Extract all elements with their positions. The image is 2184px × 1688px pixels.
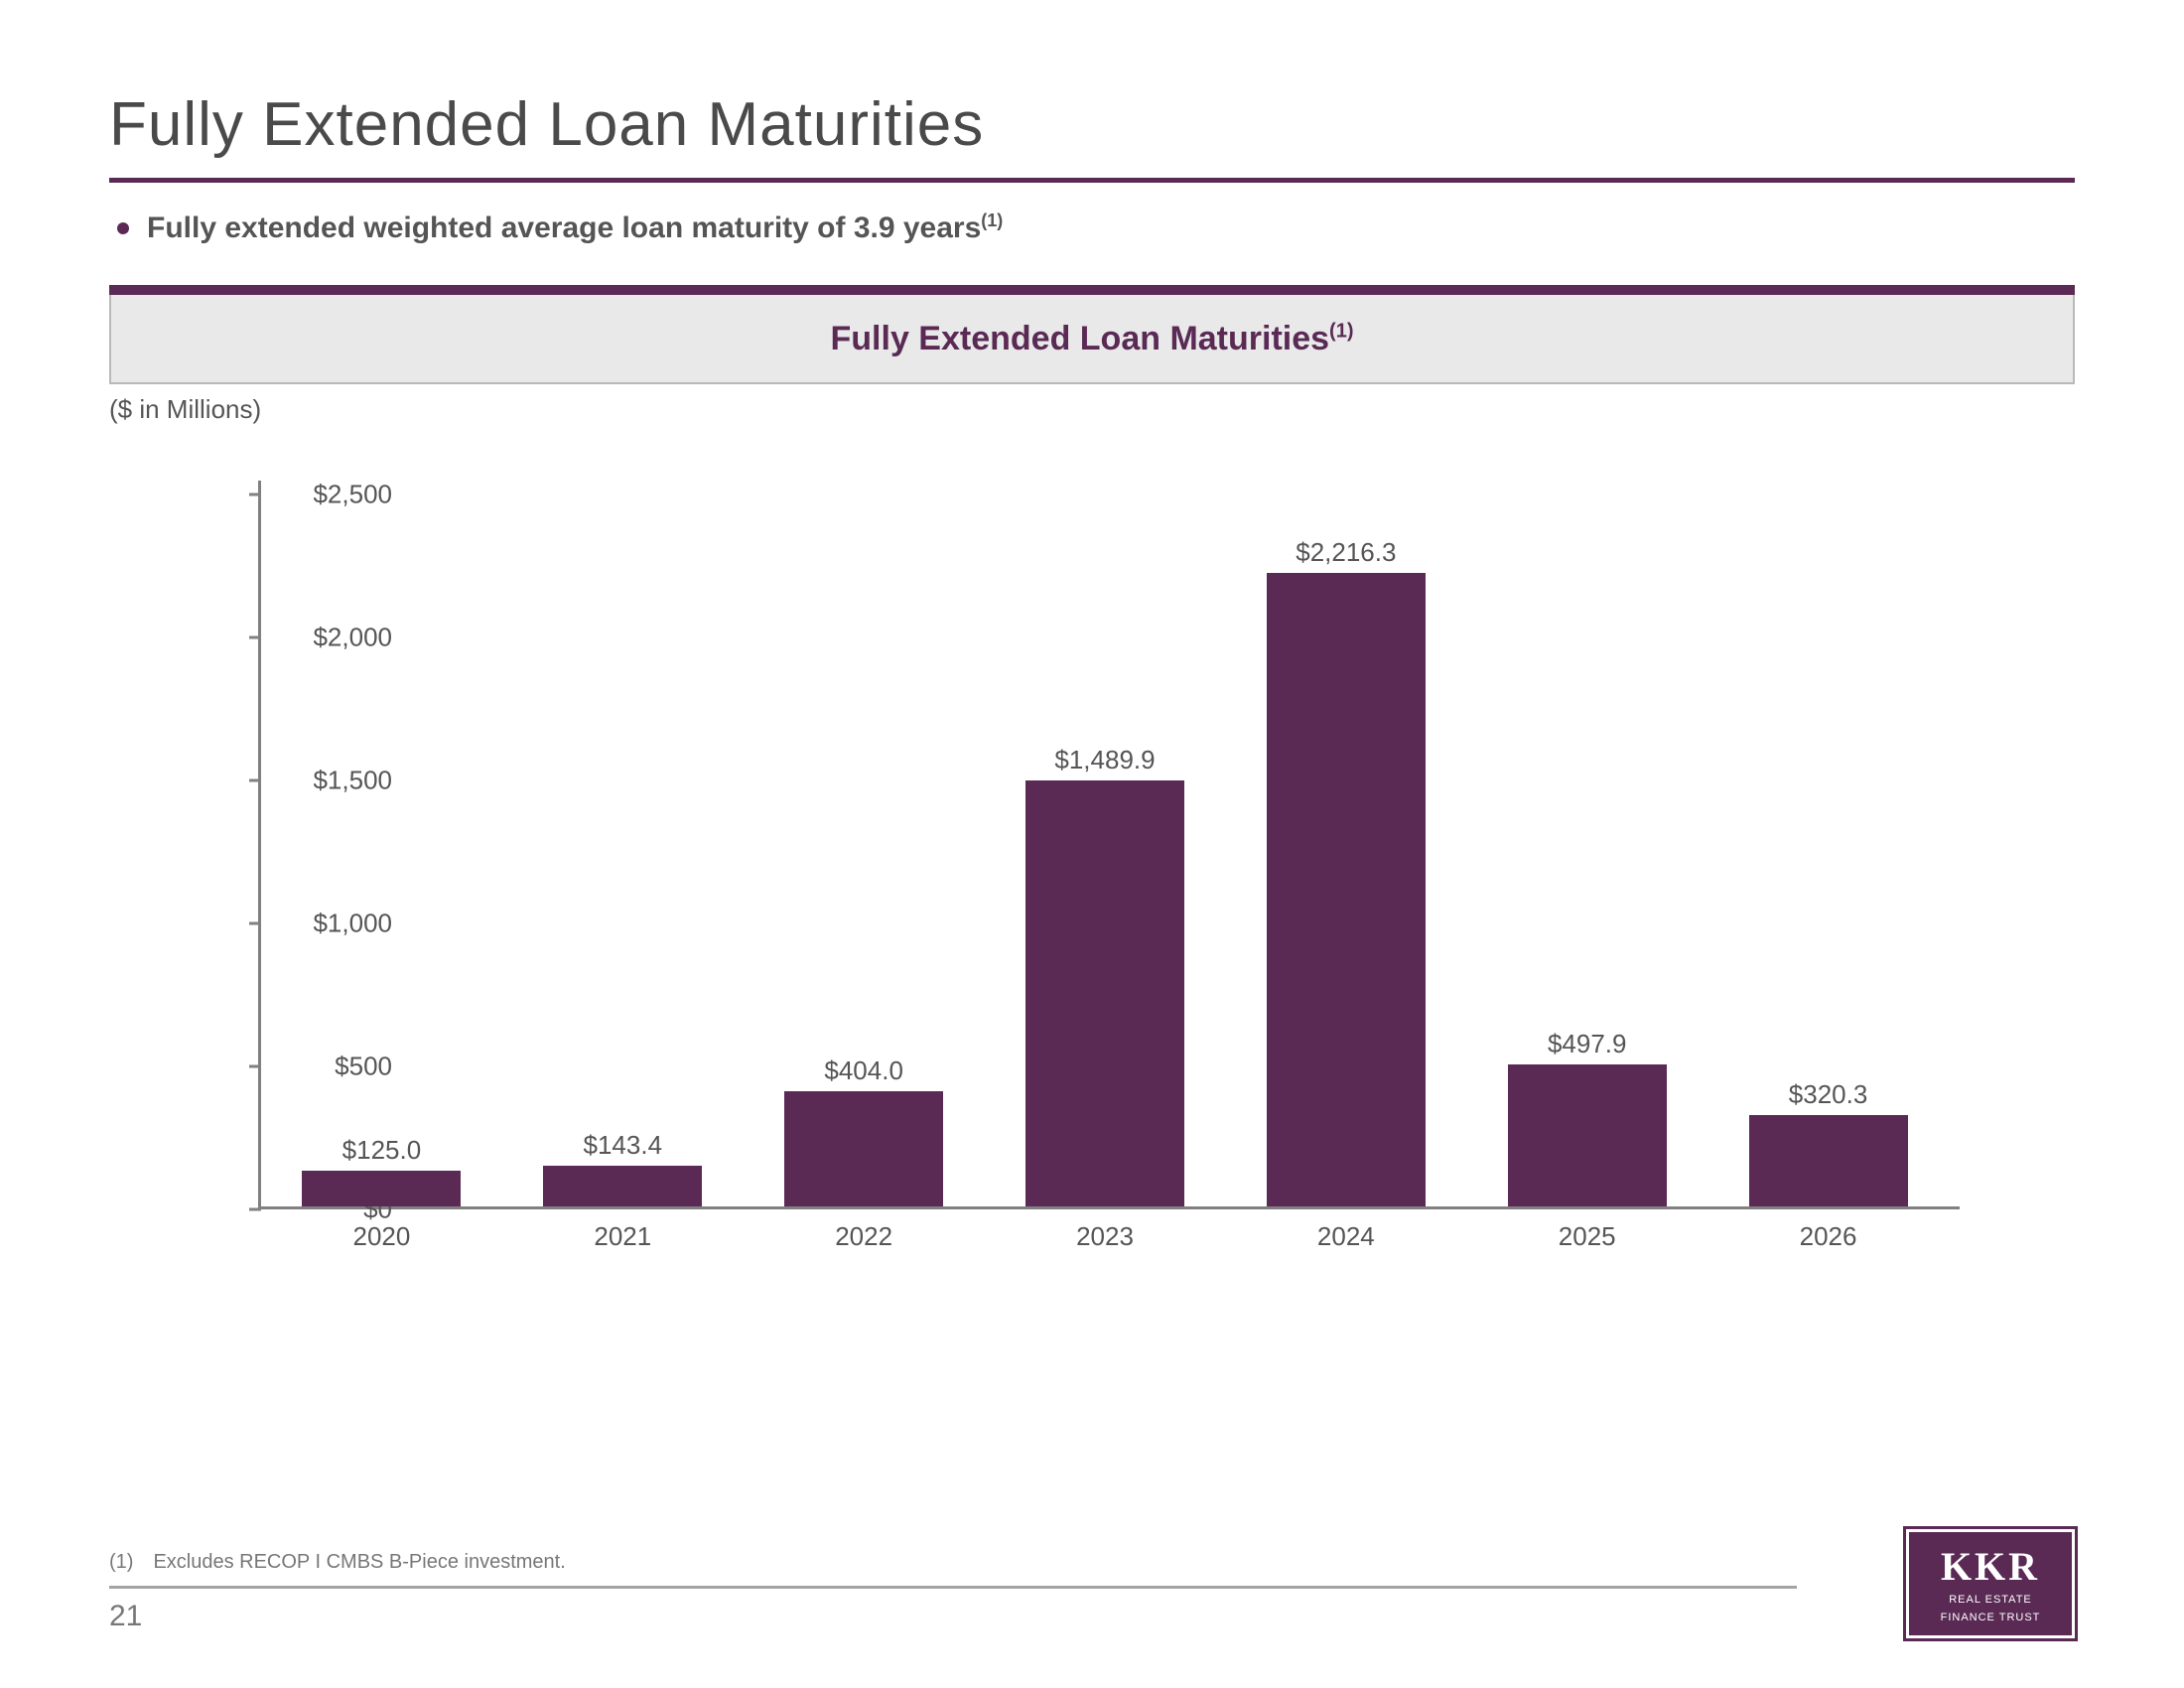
- title-rule: [109, 178, 2075, 183]
- bullet-text-main: Fully extended weighted average loan mat…: [147, 211, 981, 244]
- bar-value-label: $143.4: [584, 1130, 663, 1169]
- bullet-sup: (1): [981, 211, 1003, 230]
- chart-plot-area: $0$500$1,000$1,500$2,000$2,500$125.02020…: [258, 494, 1946, 1209]
- brand-logo: KKR REAL ESTATE FINANCE TRUST: [1906, 1529, 2075, 1638]
- x-tick-label: 2020: [353, 1221, 411, 1252]
- bullet-text: Fully extended weighted average loan mat…: [147, 211, 1003, 245]
- bar-value-label: $125.0: [342, 1135, 422, 1174]
- chart-bar: [1508, 1064, 1667, 1206]
- panel-heading: Fully Extended Loan Maturities(1): [109, 295, 2075, 384]
- bar-value-label: $1,489.9: [1054, 745, 1155, 783]
- logo-subtext-2: FINANCE TRUST: [1941, 1612, 2041, 1624]
- footer-rule: [109, 1586, 1797, 1589]
- logo-text: KKR: [1941, 1543, 2040, 1590]
- chart-bar: [784, 1091, 943, 1206]
- chart-panel: Fully Extended Loan Maturities(1) ($ in …: [109, 285, 2075, 1289]
- bullet-dot-icon: [117, 222, 129, 234]
- chart-units: ($ in Millions): [109, 394, 2075, 425]
- x-axis-tail: [1946, 1206, 1960, 1209]
- chart-bar: [1749, 1115, 1908, 1206]
- x-tick-label: 2024: [1317, 1221, 1375, 1252]
- bullet-item: Fully extended weighted average loan mat…: [117, 211, 2075, 245]
- x-tick-label: 2025: [1559, 1221, 1616, 1252]
- panel-heading-text: Fully Extended Loan Maturities: [831, 320, 1330, 357]
- y-tick-label: $2,500: [233, 480, 392, 510]
- chart-bar: [1025, 780, 1184, 1206]
- x-tick-label: 2023: [1076, 1221, 1134, 1252]
- y-tick-label: $1,000: [233, 909, 392, 939]
- y-tick-label: $2,000: [233, 623, 392, 653]
- page-title: Fully Extended Loan Maturities: [109, 89, 2075, 178]
- y-tick-label: $500: [233, 1052, 392, 1082]
- bar-value-label: $2,216.3: [1296, 537, 1396, 576]
- chart-bar: [543, 1166, 702, 1206]
- footnote: (1) Excludes RECOP I CMBS B-Piece invest…: [109, 1551, 566, 1574]
- x-tick-label: 2026: [1800, 1221, 1857, 1252]
- logo-subtext-1: REAL ESTATE: [1949, 1594, 2032, 1607]
- y-tick-label: $1,500: [233, 766, 392, 796]
- chart-bar: [1267, 573, 1426, 1206]
- panel-accent-bar: [109, 285, 2075, 295]
- bar-value-label: $404.0: [824, 1055, 903, 1094]
- x-tick-label: 2021: [594, 1221, 651, 1252]
- bar-chart: $0$500$1,000$1,500$2,000$2,500$125.02020…: [109, 494, 2075, 1289]
- panel-heading-sup: (1): [1329, 320, 1353, 342]
- page-number: 21: [109, 1600, 142, 1633]
- x-tick-label: 2022: [835, 1221, 892, 1252]
- chart-bar: [302, 1171, 461, 1206]
- bar-value-label: $497.9: [1548, 1029, 1627, 1067]
- bar-value-label: $320.3: [1789, 1079, 1868, 1118]
